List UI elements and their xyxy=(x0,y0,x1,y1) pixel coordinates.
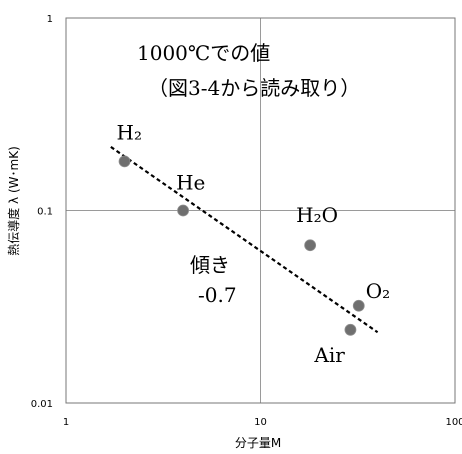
slope-annotation-line-2: -0.7 xyxy=(198,283,237,307)
data-point-o2 xyxy=(352,299,365,312)
x-tick-label: 10 xyxy=(254,417,267,428)
x-axis-label: 分子量M xyxy=(235,436,281,450)
data-points xyxy=(118,155,365,336)
annotations: 1000℃での値 （図3-4から読み取り） 傾き -0.7 xyxy=(137,41,360,307)
x-tick-label: 1 xyxy=(63,417,69,428)
data-point-air xyxy=(344,323,357,336)
x-tick-label: 100 xyxy=(445,417,462,428)
data-label-o2: O₂ xyxy=(366,279,390,303)
y-axis-label: 熱伝導度 λ (W･mK) xyxy=(6,146,21,256)
data-point-he xyxy=(177,204,190,217)
y-tick-label: 0.1 xyxy=(37,207,53,218)
data-point-h2o xyxy=(304,239,317,252)
y-tick-label: 0.01 xyxy=(31,399,53,410)
data-point-h2 xyxy=(118,155,131,168)
trend-line xyxy=(110,145,379,334)
data-label-he: He xyxy=(176,171,205,195)
plot-frame xyxy=(65,17,456,404)
annotation-title-line-2: （図3-4から読み取り） xyxy=(148,76,360,100)
data-label-air: Air xyxy=(313,343,345,367)
y-tick-label: 1 xyxy=(47,14,53,25)
data-label-h2: H₂ xyxy=(117,120,142,144)
axes: 1 10 100 0.01 0.1 1 xyxy=(31,14,462,428)
slope-annotation-line-1: 傾き xyxy=(190,253,230,277)
grid-lines xyxy=(66,18,455,403)
data-labels: H₂ He H₂O O₂ Air xyxy=(117,120,391,366)
annotation-title-line-1: 1000℃での値 xyxy=(137,41,270,65)
trend-line-group xyxy=(110,145,379,334)
data-label-h2o: H₂O xyxy=(296,203,338,227)
